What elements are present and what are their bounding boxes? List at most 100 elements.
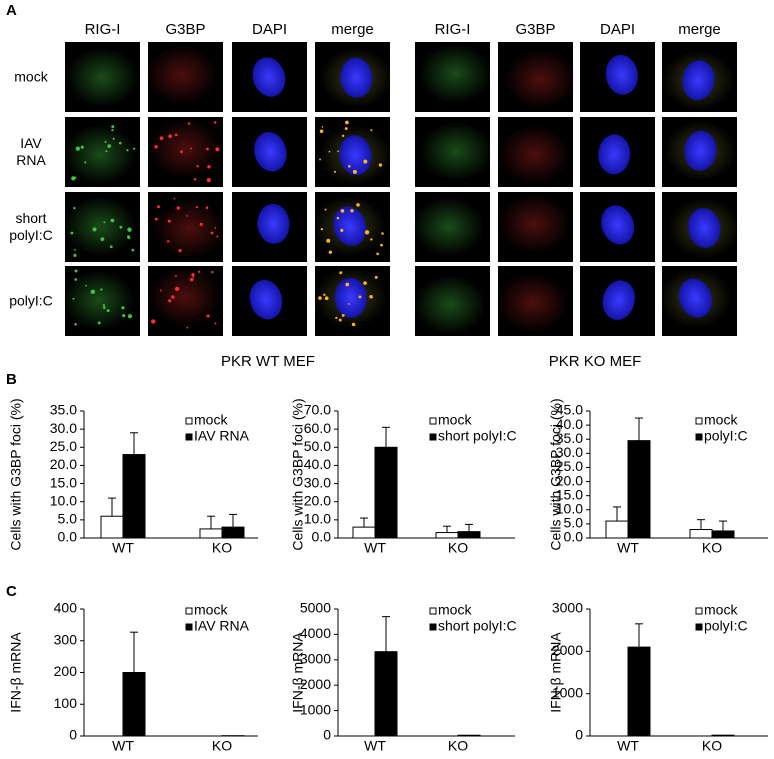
- y-tick-label: 5000: [300, 600, 331, 616]
- granule: [211, 270, 214, 274]
- granule: [119, 225, 123, 229]
- cytoplasm-signal: [153, 198, 226, 259]
- cytoplasm-signal: [64, 195, 137, 256]
- granule: [189, 277, 194, 282]
- y-tick-label: 20.0: [50, 456, 77, 472]
- granule: [154, 217, 158, 221]
- granule: [216, 235, 219, 238]
- nucleus: [257, 203, 290, 244]
- granule: [376, 252, 379, 256]
- granule: [70, 231, 74, 235]
- granule: [131, 248, 135, 252]
- y-axis-label: IFN-β mRNA: [8, 632, 24, 713]
- legend-swatch: [695, 607, 703, 615]
- granule: [100, 288, 103, 291]
- granule: [207, 165, 211, 169]
- granule: [358, 295, 362, 299]
- granule: [126, 149, 129, 152]
- legend-swatch: [185, 607, 193, 615]
- granule: [102, 304, 106, 307]
- nucleus: [684, 130, 717, 171]
- granule: [328, 150, 331, 153]
- legend-swatch: [695, 623, 703, 631]
- granule: [213, 121, 217, 124]
- granule: [374, 275, 378, 279]
- bar: [435, 532, 459, 539]
- column-header: G3BP: [165, 21, 205, 38]
- granule: [340, 228, 344, 232]
- y-tick-label: 5.0: [58, 511, 78, 527]
- granule: [151, 319, 156, 324]
- legend-swatch: [695, 433, 703, 441]
- granule: [166, 240, 170, 243]
- granule: [106, 309, 110, 313]
- bar: [100, 515, 124, 539]
- nucleus: [682, 60, 715, 101]
- granule: [199, 222, 203, 226]
- bar: [711, 734, 735, 737]
- granule: [72, 297, 75, 300]
- row-label: short polyI:C: [9, 210, 53, 243]
- granule: [214, 227, 217, 229]
- bar: [627, 646, 651, 737]
- granule: [339, 271, 343, 275]
- y-tick-label: 35.0: [50, 402, 77, 418]
- granule: [191, 273, 195, 277]
- x-tick-label: WT: [617, 540, 639, 556]
- granule: [186, 326, 189, 329]
- y-tick-label: 10.0: [304, 511, 331, 527]
- legend-swatch: [429, 417, 437, 425]
- y-tick-label: 2000: [300, 676, 331, 692]
- legend-swatch: [429, 433, 437, 441]
- granule: [319, 129, 324, 134]
- y-tick-label: 20.0: [556, 472, 583, 488]
- column-header: merge: [331, 21, 374, 38]
- legend-label: mock: [438, 412, 472, 428]
- granule: [196, 165, 199, 168]
- granule: [73, 206, 76, 210]
- panel-label: B: [6, 371, 17, 388]
- granule: [192, 276, 195, 278]
- granule: [100, 237, 105, 242]
- column-header: DAPI: [252, 21, 287, 38]
- granule: [190, 147, 193, 150]
- legend-label: short polyI:C: [438, 428, 517, 444]
- granule: [351, 322, 356, 327]
- y-tick-label: 3000: [300, 651, 331, 667]
- granule: [356, 203, 360, 207]
- granule: [85, 284, 87, 287]
- nucleus: [340, 57, 373, 98]
- granule: [333, 170, 336, 173]
- granule: [344, 127, 348, 131]
- cytoplasm-signal: [498, 124, 571, 185]
- column-header: DAPI: [600, 21, 635, 38]
- y-tick-label: 40.0: [556, 416, 583, 432]
- y-tick-label: 200: [54, 663, 78, 679]
- granule: [157, 205, 161, 209]
- nucleus: [333, 206, 367, 246]
- granule: [97, 321, 101, 325]
- granule: [74, 248, 76, 251]
- granule: [341, 313, 345, 317]
- legend-swatch: [185, 433, 193, 441]
- granule: [363, 159, 368, 164]
- y-tick-label: 35.0: [556, 430, 583, 446]
- granule: [174, 133, 178, 137]
- y-tick-label: 2000: [552, 642, 583, 658]
- cytoplasm-signal: [504, 49, 577, 110]
- granule: [105, 150, 108, 153]
- granule: [324, 208, 327, 211]
- granule: [338, 318, 342, 322]
- bar: [221, 526, 245, 539]
- x-tick-label: WT: [617, 738, 639, 754]
- y-tick-label: 30.0: [304, 474, 331, 490]
- legend-swatch: [695, 417, 703, 425]
- granule: [92, 227, 97, 232]
- granule: [178, 249, 182, 253]
- granule: [215, 147, 220, 152]
- row-label: polyI:C: [9, 292, 53, 309]
- y-tick-label: 45.0: [556, 402, 583, 418]
- nucleus: [334, 277, 367, 318]
- y-tick-label: 40.0: [304, 456, 331, 472]
- granule: [197, 270, 201, 273]
